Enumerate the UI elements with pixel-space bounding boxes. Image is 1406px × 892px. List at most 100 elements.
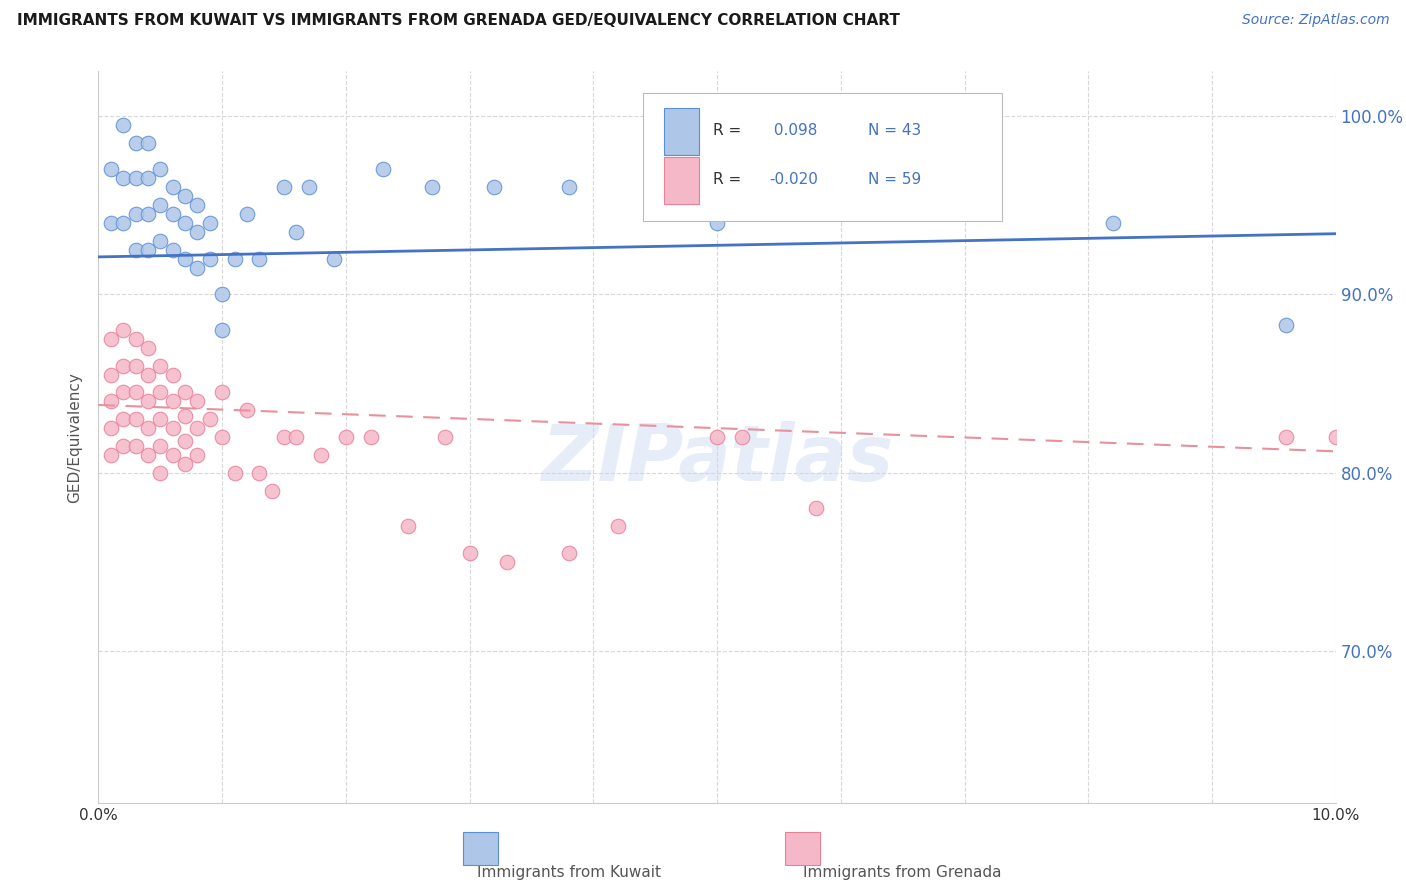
- Point: [112, 385, 135, 400]
- Text: Immigrants from Kuwait: Immigrants from Kuwait: [477, 865, 661, 880]
- Point: [236, 207, 259, 221]
- Point: [285, 430, 308, 444]
- Point: [149, 198, 172, 212]
- Point: [273, 180, 295, 194]
- Point: [495, 555, 517, 569]
- Point: [162, 394, 184, 409]
- FancyBboxPatch shape: [785, 832, 820, 865]
- Point: [186, 421, 208, 435]
- Text: R =: R =: [713, 171, 747, 186]
- FancyBboxPatch shape: [464, 832, 498, 865]
- Point: [112, 439, 135, 453]
- Point: [360, 430, 382, 444]
- Text: -0.020: -0.020: [769, 171, 818, 186]
- Point: [136, 341, 159, 355]
- Point: [124, 439, 146, 453]
- Point: [285, 225, 308, 239]
- Point: [1275, 430, 1298, 444]
- Point: [136, 136, 159, 150]
- Point: [124, 332, 146, 346]
- Point: [162, 180, 184, 194]
- Point: [1324, 430, 1347, 444]
- Point: [162, 421, 184, 435]
- Point: [124, 207, 146, 221]
- Point: [149, 439, 172, 453]
- Point: [186, 225, 208, 239]
- Point: [174, 457, 197, 471]
- Point: [433, 430, 456, 444]
- Point: [149, 385, 172, 400]
- Point: [162, 368, 184, 382]
- Point: [174, 409, 197, 423]
- Point: [136, 448, 159, 462]
- FancyBboxPatch shape: [664, 157, 699, 204]
- Text: Source: ZipAtlas.com: Source: ZipAtlas.com: [1241, 13, 1389, 28]
- Point: [309, 448, 332, 462]
- Point: [174, 434, 197, 448]
- Point: [112, 359, 135, 373]
- Point: [149, 234, 172, 248]
- Point: [1102, 216, 1125, 230]
- Point: [124, 359, 146, 373]
- Point: [162, 207, 184, 221]
- Point: [174, 252, 197, 266]
- Point: [322, 252, 344, 266]
- Point: [162, 448, 184, 462]
- Point: [136, 207, 159, 221]
- Point: [149, 412, 172, 426]
- Point: [186, 260, 208, 275]
- Point: [422, 180, 444, 194]
- Point: [335, 430, 357, 444]
- Point: [371, 162, 394, 177]
- Point: [607, 519, 630, 533]
- Point: [186, 448, 208, 462]
- Text: N = 59: N = 59: [868, 171, 921, 186]
- Point: [124, 385, 146, 400]
- Point: [100, 448, 122, 462]
- Point: [236, 403, 259, 417]
- Point: [298, 180, 321, 194]
- Point: [149, 162, 172, 177]
- Point: [174, 216, 197, 230]
- Point: [162, 243, 184, 257]
- Point: [557, 546, 579, 560]
- Point: [100, 421, 122, 435]
- Point: [1275, 318, 1298, 332]
- Point: [273, 430, 295, 444]
- Point: [174, 385, 197, 400]
- Point: [706, 216, 728, 230]
- Text: N = 43: N = 43: [868, 122, 921, 137]
- Point: [112, 216, 135, 230]
- Point: [124, 171, 146, 186]
- Point: [100, 332, 122, 346]
- Y-axis label: GED/Equivalency: GED/Equivalency: [67, 372, 83, 502]
- Point: [112, 118, 135, 132]
- Point: [198, 216, 221, 230]
- Point: [211, 385, 233, 400]
- Point: [100, 368, 122, 382]
- Point: [136, 394, 159, 409]
- FancyBboxPatch shape: [643, 94, 1001, 221]
- Point: [731, 430, 754, 444]
- Point: [124, 243, 146, 257]
- Point: [557, 180, 579, 194]
- Point: [112, 323, 135, 337]
- Point: [224, 252, 246, 266]
- Point: [247, 252, 270, 266]
- Point: [100, 162, 122, 177]
- Point: [211, 323, 233, 337]
- Point: [174, 189, 197, 203]
- Point: [458, 546, 481, 560]
- Text: ZIPatlas: ZIPatlas: [541, 421, 893, 497]
- Point: [124, 412, 146, 426]
- Point: [149, 466, 172, 480]
- Point: [484, 180, 506, 194]
- Point: [100, 394, 122, 409]
- Point: [124, 136, 146, 150]
- Point: [396, 519, 419, 533]
- Point: [804, 501, 827, 516]
- Point: [136, 171, 159, 186]
- FancyBboxPatch shape: [664, 108, 699, 155]
- Point: [149, 359, 172, 373]
- Point: [186, 394, 208, 409]
